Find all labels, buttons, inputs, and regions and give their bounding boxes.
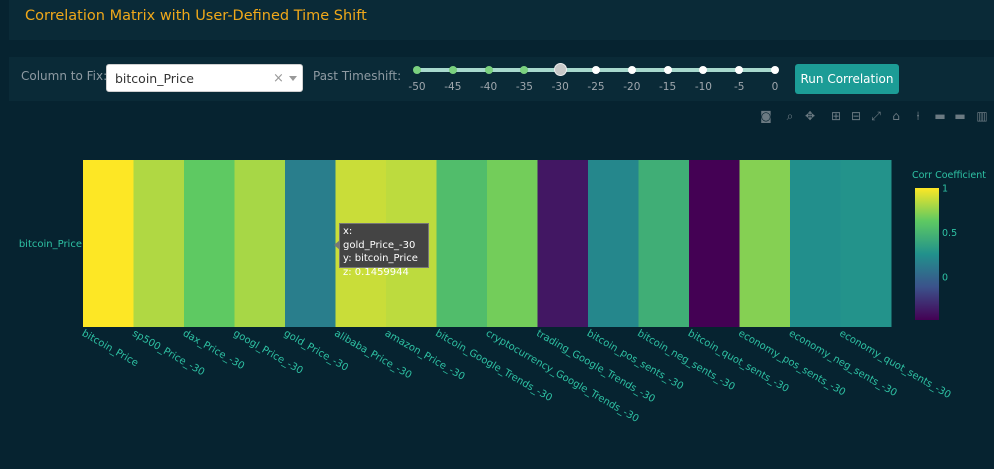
header-bar: Correlation Matrix with User-Defined Tim… <box>9 0 994 40</box>
chart-modebar: ◙ ⌕ ✥ ⊞ ⊟ ⤢ ⌂ ⍿ ▬ ▬ ▥ <box>752 108 992 124</box>
slider-handle[interactable] <box>553 63 567 76</box>
slider-mark-dot[interactable] <box>448 66 457 74</box>
colorbar-tick-label: 0.5 <box>942 228 957 239</box>
plotly-logo-icon[interactable]: ▥ <box>976 109 988 123</box>
hover-closest-icon[interactable]: ▬ <box>934 109 946 123</box>
slider-mark-dot[interactable] <box>735 66 744 74</box>
zoom-icon[interactable]: ⌕ <box>786 109 794 123</box>
timeshift-label: Past Timeshift: <box>313 69 402 83</box>
chevron-down-icon[interactable] <box>289 76 297 81</box>
slider-mark-dot[interactable] <box>663 66 672 74</box>
slider-mark-dot[interactable] <box>413 66 421 74</box>
slider-mark-label: -25 <box>587 81 605 93</box>
home-icon[interactable]: ⌂ <box>892 109 900 123</box>
hover-compare-icon[interactable]: ▬ <box>954 109 966 123</box>
column-to-fix-label: Column to Fix: <box>21 69 108 83</box>
zoom-in-icon[interactable]: ⊞ <box>830 109 842 123</box>
slider-mark-dot[interactable] <box>592 66 600 74</box>
heatmap-cell[interactable] <box>790 160 841 327</box>
heatmap-cell[interactable] <box>840 160 892 327</box>
slider-mark-label: -50 <box>408 81 426 93</box>
camera-icon[interactable]: ◙ <box>760 109 772 123</box>
slider-mark-label: -40 <box>480 81 498 93</box>
heatmap-cell[interactable] <box>83 160 134 327</box>
heatmap-cell[interactable] <box>537 160 589 327</box>
x-tick-label: bitcoin_neg_sents_-30 <box>635 328 736 393</box>
slider-mark-label: -20 <box>623 81 641 93</box>
colorbar <box>915 188 939 320</box>
heatmap-cell[interactable] <box>234 160 286 327</box>
tooltip-x: x: gold_Price_-30 <box>343 226 416 251</box>
slider-mark-label: -5 <box>733 81 745 93</box>
pan-icon[interactable]: ✥ <box>804 109 816 123</box>
slider-mark-dot[interactable] <box>484 66 493 74</box>
slider-mark-dot[interactable] <box>699 66 708 74</box>
slider-mark-dot[interactable] <box>627 66 636 74</box>
heatmap-cell[interactable] <box>285 160 336 327</box>
heatmap-cell[interactable] <box>739 160 791 327</box>
page-title: Correlation Matrix with User-Defined Tim… <box>25 8 367 24</box>
slider-mark-label: -35 <box>515 81 533 93</box>
slider-mark-label: -10 <box>694 81 712 93</box>
colorbar-title: Corr Coefficient <box>912 170 986 181</box>
slider-mark-label: -15 <box>659 81 677 93</box>
heatmap-cell[interactable] <box>184 160 235 327</box>
hover-tooltip: x: gold_Price_-30 y: bitcoin_Price z: 0.… <box>334 223 429 278</box>
tooltip-y: y: bitcoin_Price <box>343 253 418 264</box>
slider-mark-label: 0 <box>771 81 779 93</box>
clear-icon[interactable]: × <box>273 71 284 86</box>
colorbar-tick-label: 0 <box>942 273 948 284</box>
heatmap-cell[interactable] <box>588 160 639 327</box>
y-tick-label: bitcoin_Price <box>19 239 82 250</box>
column-select-value: bitcoin_Price <box>115 71 194 86</box>
controls-bar: Column to Fix: bitcoin_Price × Past Time… <box>9 57 994 101</box>
column-select[interactable]: bitcoin_Price × <box>106 64 303 92</box>
heatmap-cell[interactable] <box>436 160 488 327</box>
heatmap-cell[interactable] <box>638 160 690 327</box>
zoom-out-icon[interactable]: ⊟ <box>850 109 862 123</box>
autoscale-icon[interactable]: ⤢ <box>871 109 881 123</box>
heatmap-cell[interactable] <box>487 160 538 327</box>
tooltip-z: z: 0.1459944 <box>343 266 409 278</box>
heatmap-cell[interactable] <box>133 160 185 327</box>
slider-mark-dot[interactable] <box>520 66 529 74</box>
heatmap-cell[interactable] <box>689 160 740 327</box>
run-correlation-button[interactable]: Run Correlation <box>795 64 899 94</box>
slider-mark-label: -30 <box>551 81 569 93</box>
spike-lines-icon[interactable]: ⍿ <box>916 109 920 123</box>
colorbar-tick-label: 1 <box>942 184 948 195</box>
slider-mark-label: -45 <box>444 81 462 93</box>
slider-mark-dot[interactable] <box>771 66 779 74</box>
x-tick-label: bitcoin_Price <box>80 328 140 369</box>
